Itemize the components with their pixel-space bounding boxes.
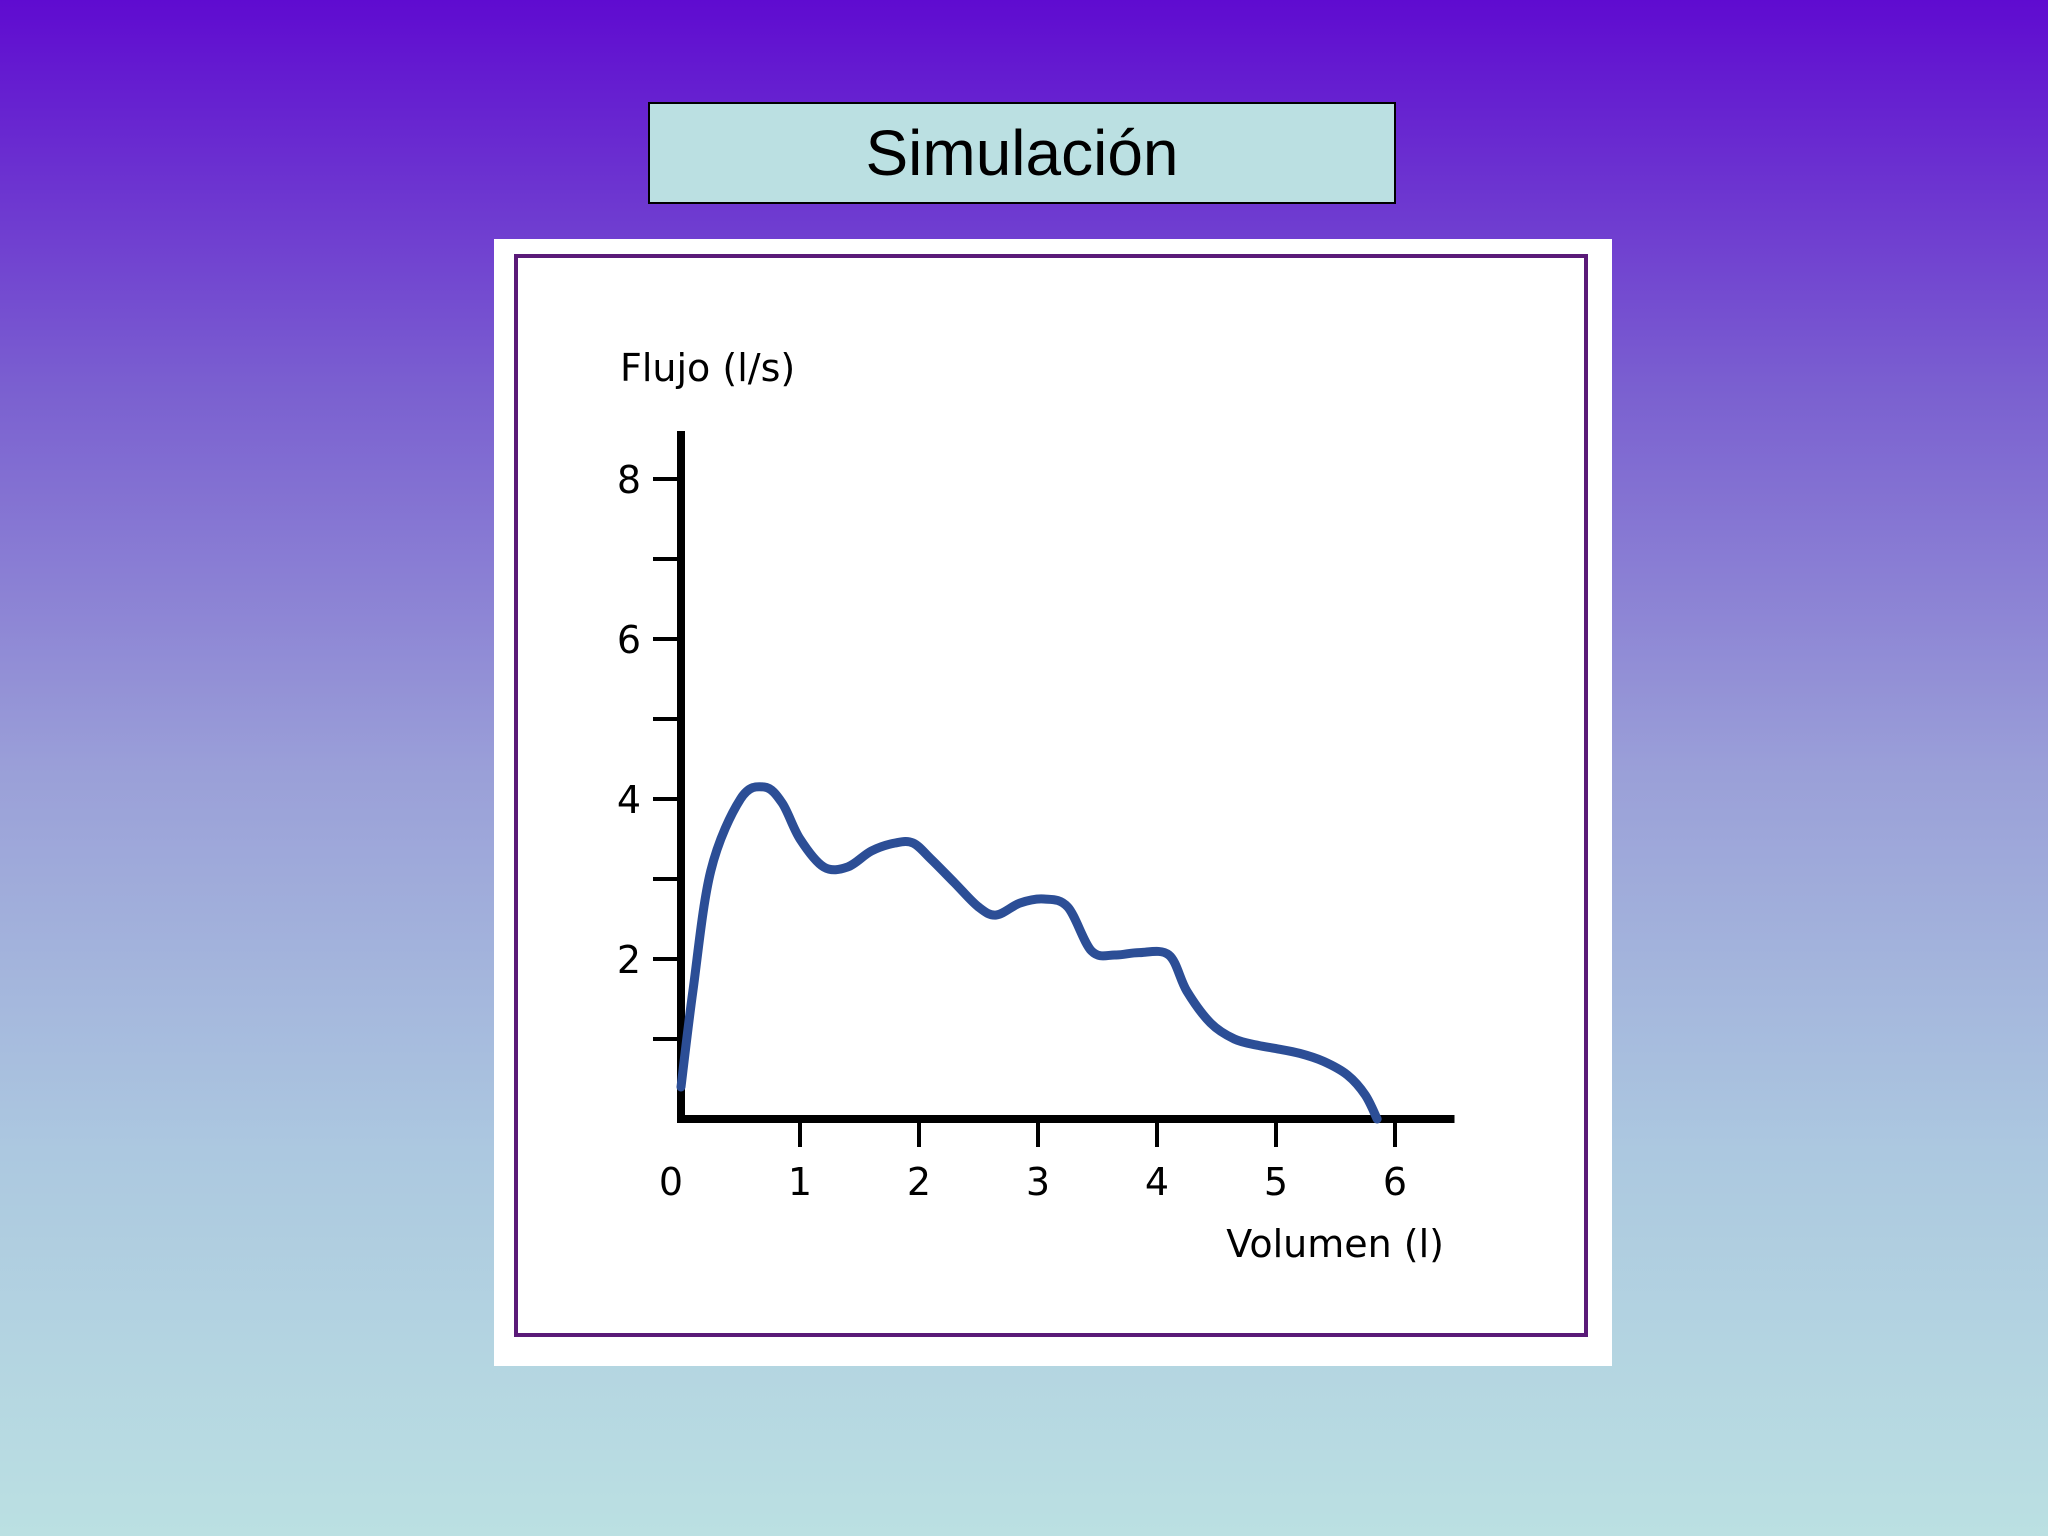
y-tick-label-8: 8 [617, 458, 641, 502]
title-box: Simulación [648, 102, 1396, 204]
flow-volume-chart: Flujo (l/s) Volumen (l) 2 4 6 8 0 1 2 3 4 5 6 [617, 346, 1455, 1266]
x-axis-label: Volumen (l) [1226, 1222, 1444, 1266]
x-tick-label-5: 5 [1264, 1160, 1288, 1204]
y-axis-label: Flujo (l/s) [620, 346, 795, 390]
y-tick-label-4: 4 [617, 778, 641, 822]
x-tick-label-0: 0 [659, 1160, 683, 1204]
x-tick-label-2: 2 [907, 1160, 931, 1204]
chart-panel: Flujo (l/s) Volumen (l) 2 4 6 8 0 1 2 3 4 5 6 [494, 239, 1612, 1366]
chart-frame [514, 254, 1588, 1337]
x-tick-label-6: 6 [1383, 1160, 1407, 1204]
x-tick-label-4: 4 [1145, 1160, 1169, 1204]
y-tick-label-2: 2 [617, 938, 641, 982]
slide-title: Simulación [865, 117, 1179, 189]
y-tick-label-6: 6 [617, 618, 641, 662]
x-tick-label-3: 3 [1026, 1160, 1050, 1204]
x-tick-label-1: 1 [788, 1160, 812, 1204]
series-line-0 [676, 782, 1382, 1124]
